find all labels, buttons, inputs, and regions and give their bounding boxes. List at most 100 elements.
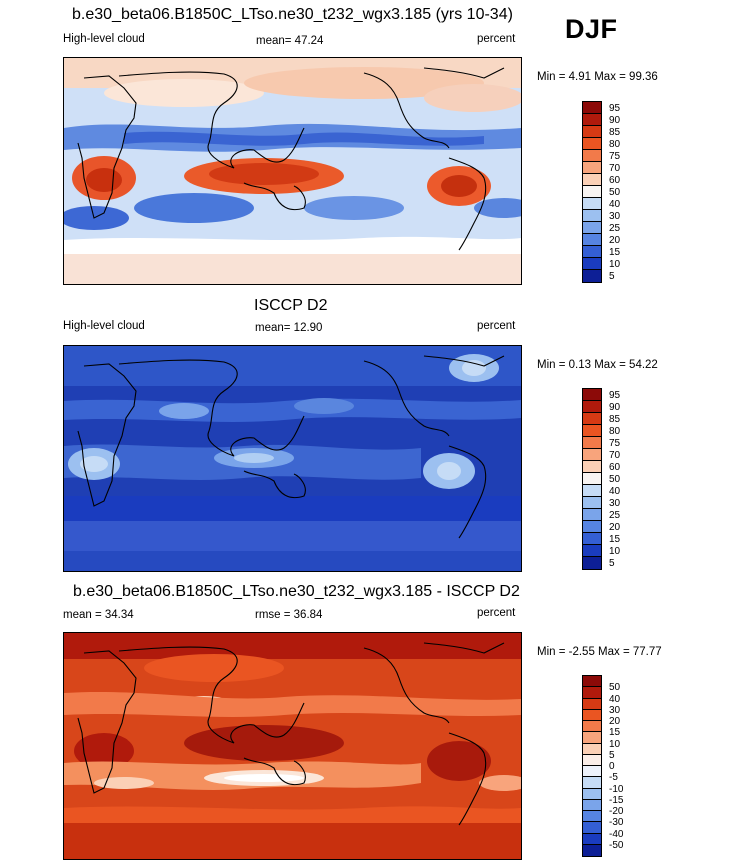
panel2-title: ISCCP D2 bbox=[254, 297, 328, 314]
colorbar-swatch bbox=[583, 545, 601, 557]
colorbar-level-label: 80 bbox=[609, 139, 621, 150]
colorbar-swatch bbox=[583, 210, 601, 222]
colorbar-level-label: 10 bbox=[609, 738, 621, 750]
panel2-minmax: Min = 0.13 Max = 54.22 bbox=[537, 359, 658, 371]
colorbar-level-label: 10 bbox=[609, 546, 621, 557]
colorbar-level-label: 60 bbox=[609, 175, 621, 186]
colorbar-level-label: -15 bbox=[609, 794, 624, 806]
colorbar-level-label: 15 bbox=[609, 247, 621, 258]
colorbar-level-label: 90 bbox=[609, 115, 621, 126]
colorbar-swatch bbox=[583, 449, 601, 461]
colorbar-swatch bbox=[583, 721, 601, 733]
colorbar-level-label: 50 bbox=[609, 474, 621, 485]
colorbar-swatch bbox=[583, 509, 601, 521]
colorbar-swatch bbox=[583, 676, 601, 688]
panel1-variable-label: High-level cloud bbox=[63, 33, 145, 45]
colorbar-level-label: 95 bbox=[609, 103, 621, 114]
colorbar-level-label: 95 bbox=[609, 390, 621, 401]
colorbar-swatch bbox=[583, 114, 601, 126]
colorbar-level-label: -40 bbox=[609, 828, 624, 840]
panel1-title: b.e30_beta06.B1850C_LTso.ne30_t232_wgx3.… bbox=[72, 6, 513, 23]
colorbar-level-label: 90 bbox=[609, 402, 621, 413]
panel1-map-svg bbox=[64, 58, 521, 284]
colorbar-swatch bbox=[583, 811, 601, 823]
colorbar-level-label: 25 bbox=[609, 510, 621, 521]
colorbar-level-label: 15 bbox=[609, 534, 621, 545]
colorbar-level-label: 30 bbox=[609, 211, 621, 222]
panel2-mean-label: mean= 12.90 bbox=[255, 322, 323, 334]
colorbar-level-label: -20 bbox=[609, 806, 624, 817]
colorbar-level-label: 5 bbox=[609, 749, 615, 761]
colorbar-swatch bbox=[583, 258, 601, 270]
colorbar-swatch bbox=[583, 413, 601, 425]
panel1-mean-label: mean= 47.24 bbox=[256, 35, 324, 47]
panel3-minmax: Min = -2.55 Max = 77.77 bbox=[537, 646, 662, 658]
colorbar-swatch bbox=[583, 743, 601, 755]
colorbar-swatch bbox=[583, 102, 601, 114]
colorbar-level-label: -30 bbox=[609, 817, 624, 829]
panel1-colorbar bbox=[582, 101, 602, 283]
colorbar-swatch bbox=[583, 198, 601, 210]
colorbar-swatch bbox=[583, 799, 601, 811]
colorbar-swatch bbox=[583, 822, 601, 834]
colorbar-swatch bbox=[583, 687, 601, 699]
panel3-mean-label: mean = 34.34 bbox=[63, 609, 134, 621]
colorbar-level-label: 60 bbox=[609, 462, 621, 473]
colorbar-level-label: 40 bbox=[609, 693, 621, 705]
colorbar-level-label: 5 bbox=[609, 558, 615, 569]
panel3-map bbox=[63, 632, 522, 860]
colorbar-swatch bbox=[583, 126, 601, 138]
colorbar-level-label: 0 bbox=[609, 761, 615, 772]
panel2-variable-label: High-level cloud bbox=[63, 320, 145, 332]
colorbar-swatch bbox=[583, 150, 601, 162]
colorbar-swatch bbox=[583, 521, 601, 533]
colorbar-swatch bbox=[583, 833, 601, 845]
colorbar-level-label: -5 bbox=[609, 772, 618, 784]
colorbar-level-label: 70 bbox=[609, 163, 621, 174]
colorbar-level-label: 20 bbox=[609, 522, 621, 533]
colorbar-level-label: 50 bbox=[609, 187, 621, 198]
colorbar-swatch bbox=[583, 709, 601, 721]
colorbar-swatch bbox=[583, 754, 601, 766]
colorbar-level-label: -10 bbox=[609, 783, 624, 795]
colorbar-swatch bbox=[583, 698, 601, 710]
colorbar-level-label: 20 bbox=[609, 235, 621, 246]
colorbar-swatch bbox=[583, 485, 601, 497]
colorbar-swatch bbox=[583, 162, 601, 174]
colorbar-level-label: 75 bbox=[609, 438, 621, 449]
colorbar-swatch bbox=[583, 473, 601, 485]
colorbar-swatch bbox=[583, 766, 601, 778]
colorbar-swatch bbox=[583, 557, 601, 569]
panel1-units-label: percent bbox=[477, 33, 516, 45]
panel3-colorbar bbox=[582, 675, 602, 857]
panel1-minmax: Min = 4.91 Max = 99.36 bbox=[537, 71, 658, 83]
colorbar-swatch bbox=[583, 174, 601, 186]
colorbar-swatch bbox=[583, 461, 601, 473]
colorbar-swatch bbox=[583, 186, 601, 198]
colorbar-level-label: 70 bbox=[609, 450, 621, 461]
colorbar-swatch bbox=[583, 844, 601, 856]
panel3-units-label: percent bbox=[477, 607, 516, 619]
panel2-units-label: percent bbox=[477, 320, 516, 332]
colorbar-swatch bbox=[583, 437, 601, 449]
colorbar-level-label: 25 bbox=[609, 223, 621, 234]
colorbar-swatch bbox=[583, 270, 601, 282]
colorbar-swatch bbox=[583, 401, 601, 413]
colorbar-level-label: 80 bbox=[609, 426, 621, 437]
colorbar-level-label: 10 bbox=[609, 259, 621, 270]
colorbar-level-label: 30 bbox=[609, 498, 621, 509]
colorbar-swatch bbox=[583, 246, 601, 258]
colorbar-swatch bbox=[583, 732, 601, 744]
colorbar-level-label: 40 bbox=[609, 486, 621, 497]
panel3-map-svg bbox=[64, 633, 521, 859]
colorbar-level-label: 5 bbox=[609, 271, 615, 282]
colorbar-level-label: -50 bbox=[609, 839, 624, 851]
colorbar-level-label: 50 bbox=[609, 682, 621, 694]
colorbar-swatch bbox=[583, 389, 601, 401]
panel2-map bbox=[63, 345, 522, 572]
colorbar-level-label: 85 bbox=[609, 127, 621, 138]
panel2-map-svg bbox=[64, 346, 521, 571]
colorbar-level-label: 15 bbox=[609, 727, 621, 739]
colorbar-swatch bbox=[583, 234, 601, 246]
colorbar-swatch bbox=[583, 425, 601, 437]
